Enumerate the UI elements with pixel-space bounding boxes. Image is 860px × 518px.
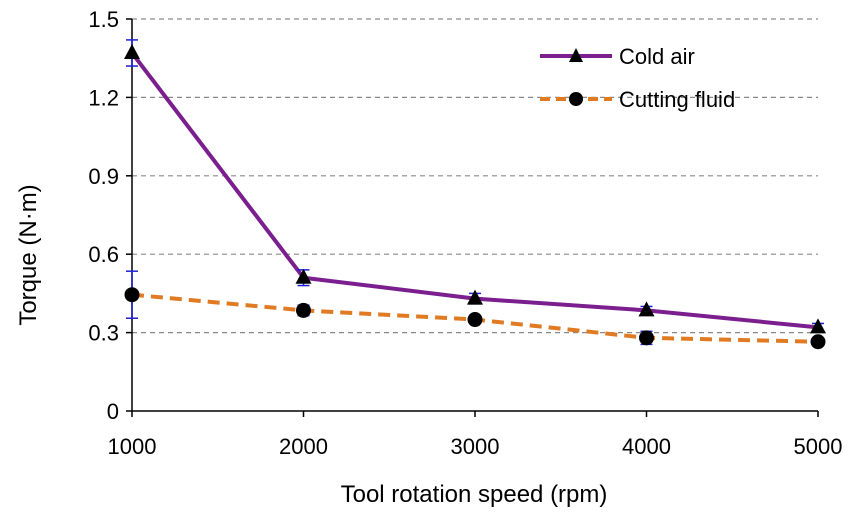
data-point bbox=[467, 312, 483, 328]
x-tick-label: 3000 bbox=[451, 434, 500, 459]
x-tick-label: 2000 bbox=[279, 434, 328, 459]
y-tick-label: 0 bbox=[107, 399, 119, 424]
legend-marker-cold-air bbox=[569, 48, 583, 62]
data-point bbox=[296, 302, 311, 318]
y-tick-label: 0.9 bbox=[88, 164, 119, 189]
y-tick-label: 1.2 bbox=[88, 85, 119, 110]
data-point bbox=[124, 43, 140, 59]
legend-label-cutting-fluid: Cutting fluid bbox=[619, 87, 735, 112]
x-tick-label: 4000 bbox=[622, 434, 671, 459]
data-point bbox=[639, 330, 654, 346]
y-tick-label: 0.6 bbox=[88, 242, 119, 267]
data-point bbox=[124, 287, 140, 303]
x-tick-label: 1000 bbox=[108, 434, 157, 459]
x-tick-labels: 1000 2000 3000 4000 5000 bbox=[108, 434, 843, 459]
data-point bbox=[638, 301, 655, 317]
series-0 bbox=[124, 39, 826, 334]
y-axis-label: Torque (N·m) bbox=[15, 184, 42, 325]
gridlines bbox=[132, 18, 818, 334]
data-point bbox=[810, 334, 826, 350]
axes bbox=[126, 18, 819, 417]
x-axis-label: Tool rotation speed (rpm) bbox=[341, 481, 608, 508]
y-tick-label: 0.3 bbox=[88, 321, 119, 346]
data-series bbox=[124, 39, 826, 350]
legend-marker-cutting-fluid bbox=[569, 92, 583, 106]
x-tick-label: 5000 bbox=[794, 434, 843, 459]
y-tick-label: 1.5 bbox=[88, 7, 119, 32]
y-tick-labels: 0 0.3 0.6 0.9 1.2 1.5 bbox=[88, 7, 119, 424]
legend-label-cold-air: Cold air bbox=[619, 44, 695, 69]
data-point bbox=[810, 318, 826, 334]
data-point bbox=[295, 268, 312, 284]
data-point bbox=[467, 289, 483, 305]
legend: Cold air Cutting fluid bbox=[540, 44, 735, 112]
series-1 bbox=[124, 270, 826, 350]
